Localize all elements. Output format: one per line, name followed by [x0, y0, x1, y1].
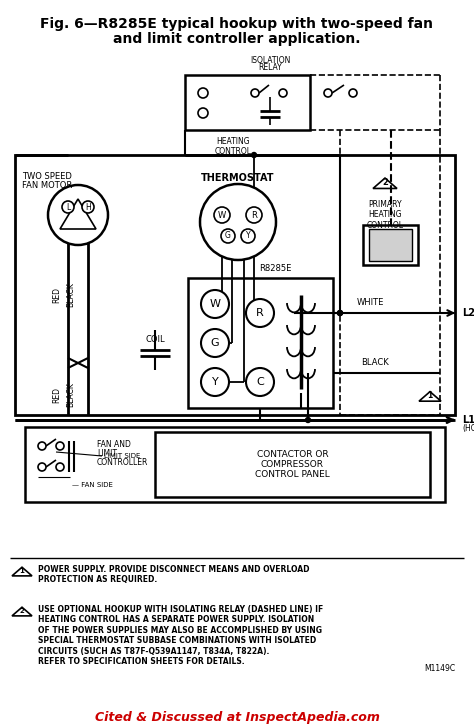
Text: ISOLATION: ISOLATION — [250, 56, 290, 65]
Bar — [155, 432, 430, 497]
Circle shape — [198, 88, 208, 98]
Circle shape — [241, 229, 255, 243]
Text: WHITE: WHITE — [356, 298, 383, 307]
Circle shape — [201, 368, 229, 396]
Text: G: G — [210, 338, 219, 348]
Text: BLACK: BLACK — [66, 283, 75, 308]
Text: CONTROLLER: CONTROLLER — [97, 458, 148, 467]
Text: M1149C: M1149C — [424, 664, 455, 673]
Text: CONTACTOR OR
COMPRESSOR
CONTROL PANEL: CONTACTOR OR COMPRESSOR CONTROL PANEL — [255, 449, 330, 479]
Circle shape — [214, 207, 230, 223]
Circle shape — [246, 368, 274, 396]
Text: USE OPTIONAL HOOKUP WITH ISOLATING RELAY (DASHED LINE) IF
HEATING CONTROL HAS A : USE OPTIONAL HOOKUP WITH ISOLATING RELAY… — [38, 605, 323, 666]
Text: R: R — [251, 211, 257, 220]
Text: G: G — [225, 231, 231, 241]
Circle shape — [201, 290, 229, 318]
Text: L: L — [66, 203, 70, 212]
Text: FAN AND: FAN AND — [97, 440, 131, 449]
Text: L2: L2 — [462, 308, 474, 318]
Circle shape — [82, 201, 94, 213]
Circle shape — [324, 89, 332, 97]
Text: HEATING
CONTROL: HEATING CONTROL — [215, 137, 252, 156]
Text: Y: Y — [211, 377, 219, 387]
Text: RED: RED — [53, 387, 62, 403]
Text: PRIMARY
HEATING
CONTROL: PRIMARY HEATING CONTROL — [366, 200, 403, 230]
Text: TWO SPEED: TWO SPEED — [22, 172, 72, 181]
Circle shape — [252, 153, 256, 158]
Bar — [185, 75, 310, 130]
Text: — FAN SIDE: — FAN SIDE — [72, 482, 113, 488]
Text: POWER SUPPLY. PROVIDE DISCONNECT MEANS AND OVERLOAD
PROTECTION AS REQUIRED.: POWER SUPPLY. PROVIDE DISCONNECT MEANS A… — [38, 565, 310, 585]
Text: 1: 1 — [19, 568, 25, 574]
Text: FAN MOTOR: FAN MOTOR — [22, 181, 72, 190]
Text: RELAY: RELAY — [258, 63, 282, 72]
Text: BLACK: BLACK — [361, 358, 389, 367]
Circle shape — [198, 108, 208, 118]
Bar — [369, 229, 412, 261]
Text: W: W — [218, 211, 226, 220]
Text: 2: 2 — [382, 178, 388, 188]
Text: W: W — [210, 299, 220, 309]
Circle shape — [251, 89, 259, 97]
Bar — [25, 427, 445, 502]
Circle shape — [221, 229, 235, 243]
Text: (HOT): (HOT) — [462, 425, 474, 433]
Text: LIMIT SIDE: LIMIT SIDE — [104, 453, 140, 459]
Bar — [188, 278, 333, 408]
Bar — [363, 225, 418, 265]
Text: R8285E: R8285E — [259, 264, 291, 273]
Circle shape — [246, 207, 262, 223]
Text: COIL: COIL — [145, 335, 165, 345]
Circle shape — [337, 310, 343, 316]
Circle shape — [200, 184, 276, 260]
Text: Cited & Discussed at InspectApedia.com: Cited & Discussed at InspectApedia.com — [94, 712, 380, 725]
Text: Fig. 6—R8285E typical hookup with two-speed fan: Fig. 6—R8285E typical hookup with two-sp… — [40, 17, 434, 31]
Text: Y: Y — [246, 231, 250, 241]
Text: C: C — [256, 377, 264, 387]
Text: and limit controller application.: and limit controller application. — [113, 32, 361, 46]
Circle shape — [201, 329, 229, 357]
Circle shape — [56, 463, 64, 471]
Text: 1: 1 — [428, 391, 433, 401]
Circle shape — [349, 89, 357, 97]
Circle shape — [48, 185, 108, 245]
Text: LIMIT: LIMIT — [97, 449, 117, 458]
Circle shape — [62, 201, 74, 213]
Circle shape — [56, 442, 64, 450]
Circle shape — [38, 442, 46, 450]
Text: 2: 2 — [19, 608, 24, 614]
Circle shape — [337, 310, 343, 316]
Text: R: R — [256, 308, 264, 318]
Circle shape — [279, 89, 287, 97]
Text: RED: RED — [53, 287, 62, 303]
Text: L1: L1 — [462, 415, 474, 425]
Text: THERMOSTAT: THERMOSTAT — [201, 173, 275, 183]
Bar — [15, 155, 455, 415]
Circle shape — [246, 299, 274, 327]
Text: H: H — [85, 203, 91, 212]
Text: BLACK: BLACK — [66, 382, 75, 407]
Circle shape — [38, 463, 46, 471]
Circle shape — [306, 417, 310, 422]
